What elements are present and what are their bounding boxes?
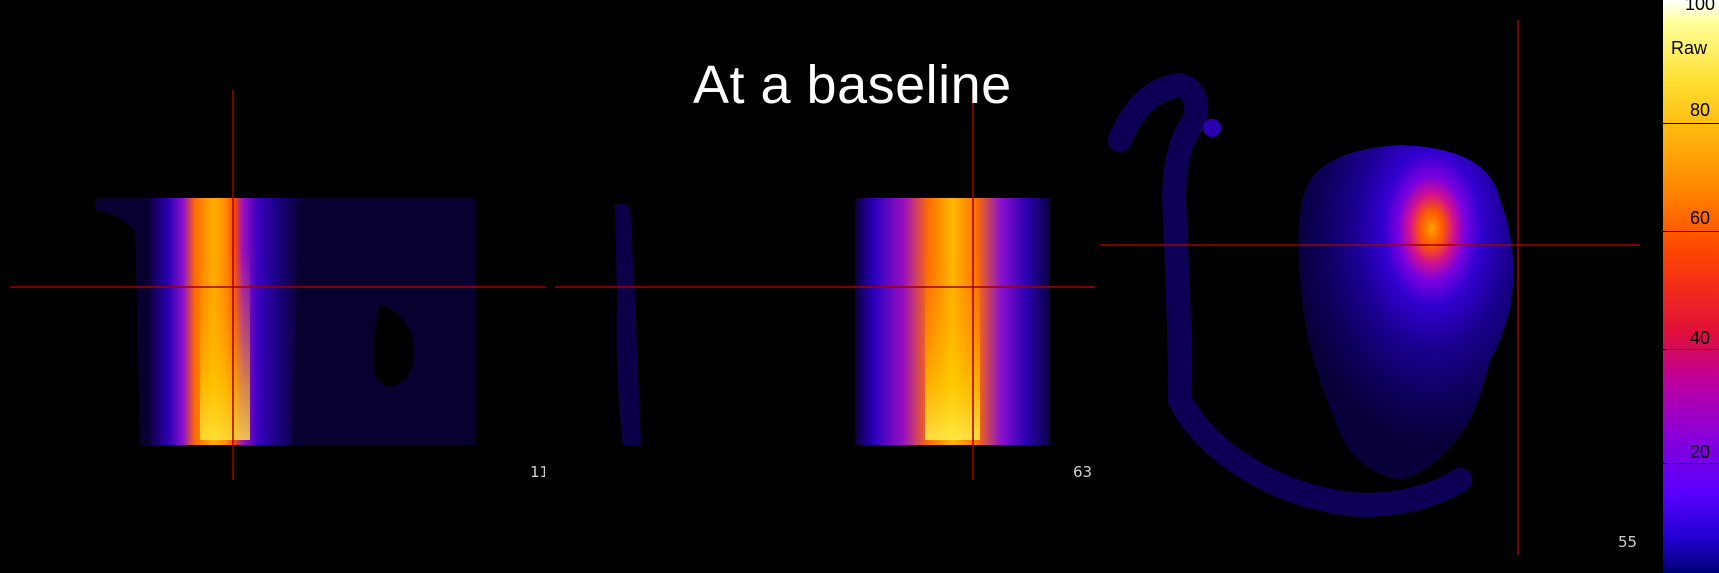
colorbar-max-label: 100 <box>1685 0 1716 14</box>
colorbar: 100 Raw 80 60 40 20 <box>1663 0 1719 573</box>
colorbar-tick <box>1663 349 1719 350</box>
colorbar-tick <box>1663 463 1719 464</box>
colorbar-tick <box>1663 123 1719 124</box>
slice-number: 63 <box>1073 463 1093 481</box>
axial-slice-image <box>1100 20 1640 555</box>
colorbar-tick <box>1663 231 1719 232</box>
viewport-axial[interactable]: 55 <box>1100 0 1640 573</box>
colorbar-tick-label: 60 <box>1690 208 1711 228</box>
colorbar-gradient <box>1663 0 1719 573</box>
viewport-coronal[interactable]: 118 <box>0 0 545 573</box>
page-title: At a baseline <box>693 55 1012 115</box>
colorbar-tick-label: 20 <box>1690 442 1711 462</box>
slice-number: 55 <box>1618 533 1638 551</box>
sagittal-slice-image <box>555 90 1095 480</box>
colorbar-tick-label: 40 <box>1690 328 1711 348</box>
viewport-sagittal[interactable]: 63 <box>555 0 1095 573</box>
colorbar-unit-label: Raw <box>1671 38 1708 58</box>
coronal-slice-image <box>10 90 545 480</box>
slice-number: 118 <box>530 463 545 481</box>
colorbar-tick-label: 80 <box>1690 100 1711 120</box>
